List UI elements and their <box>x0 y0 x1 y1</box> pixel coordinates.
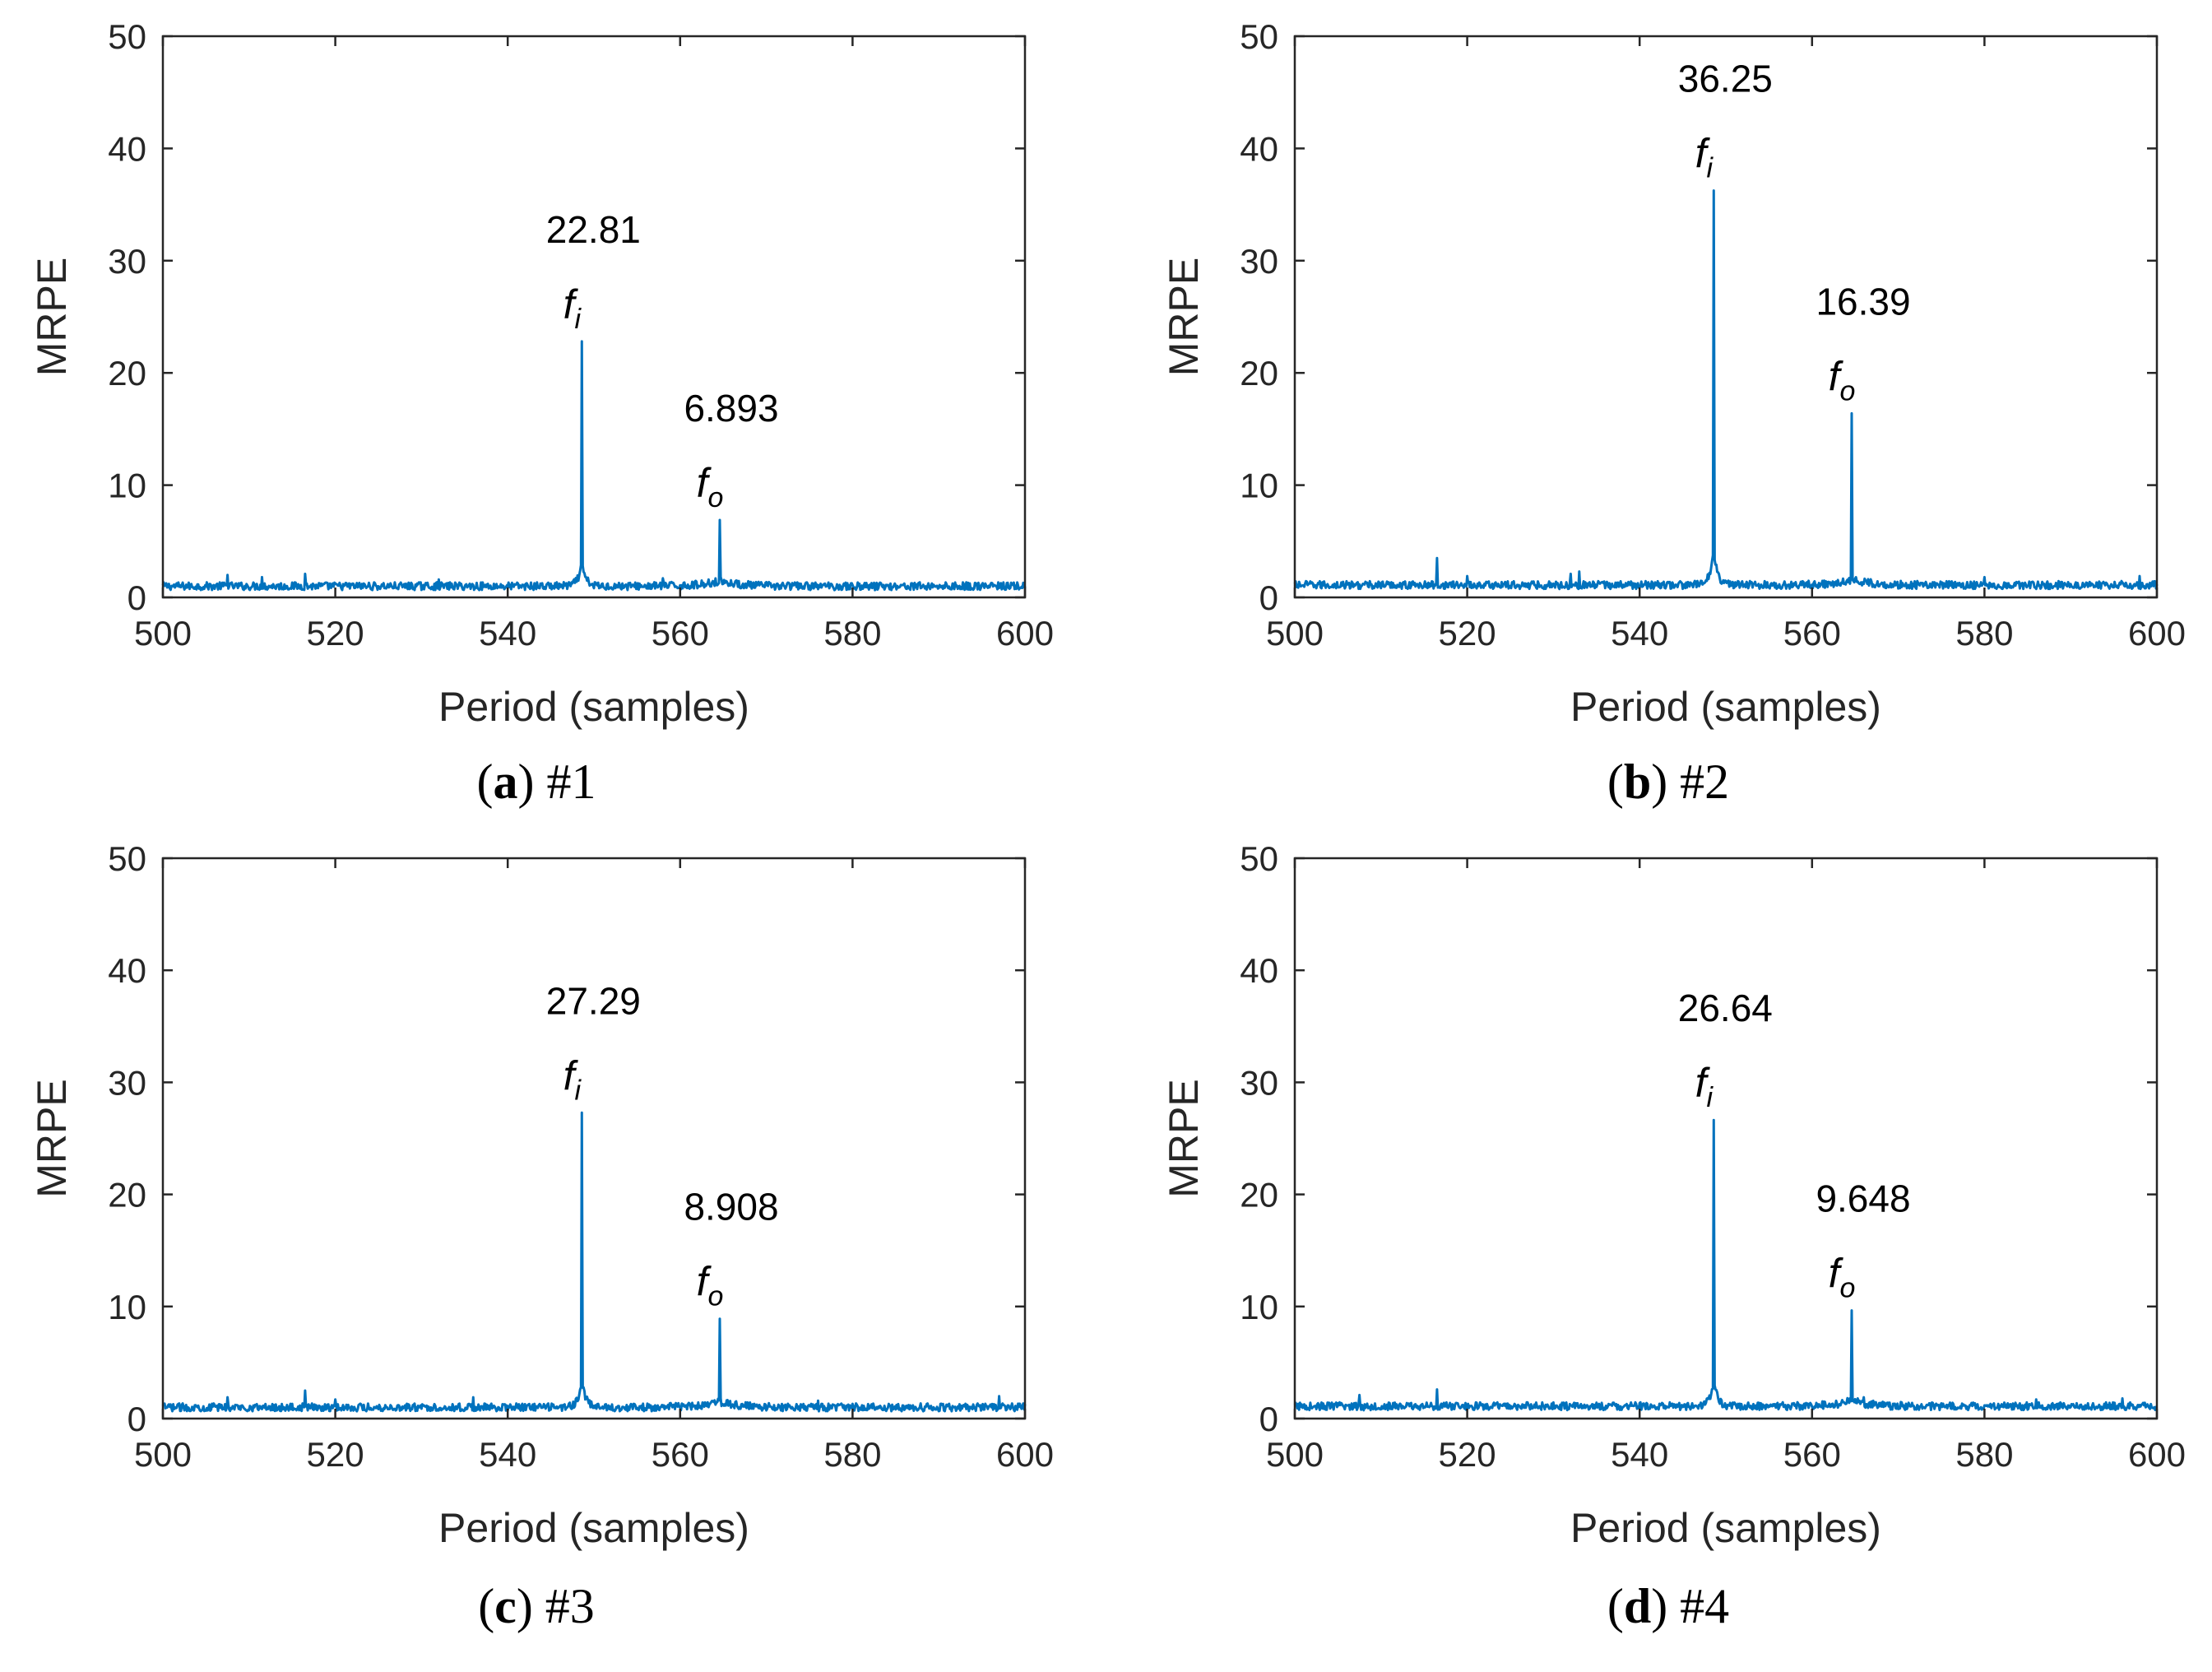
x-tick-label: 580 <box>823 614 881 653</box>
peak-symbol-fi: fi <box>1695 131 1714 184</box>
x-tick-label: 560 <box>1783 614 1841 653</box>
chart-panel-b: 500 520 540 560 580 600 0 10 20 30 40 50 Period (sam… <box>1161 17 2186 809</box>
y-tick-label: 50 <box>1240 839 1278 878</box>
peak-symbol-fo: fo <box>697 1259 724 1312</box>
peak-symbol-fi: fi <box>563 281 582 335</box>
x-tick-label: 600 <box>996 614 1054 653</box>
x-tick-label: 500 <box>134 614 192 653</box>
series-line-mrpe <box>161 1111 1027 1413</box>
y-tick-label: 20 <box>1240 1176 1278 1215</box>
chart-panel-a: 500 520 540 560 580 600 0 10 20 30 40 50 Period (sam… <box>29 17 1054 809</box>
axes-box <box>1293 35 2159 599</box>
peak-value-fi: 36.25 <box>1678 58 1773 100</box>
peak-symbol-fo: fo <box>1829 1251 1856 1304</box>
series-line-mrpe <box>1293 189 2159 591</box>
panel-caption: (a) #1 <box>477 755 596 809</box>
x-tick-label: 560 <box>652 614 709 653</box>
y-tick-label: 10 <box>1240 467 1278 505</box>
x-axis-label: Period (samples) <box>438 684 749 730</box>
peak-symbol-fo: fo <box>1829 353 1856 406</box>
x-tick-label: 600 <box>996 1435 1054 1474</box>
x-tick-label: 600 <box>2128 614 2186 653</box>
y-tick-label: 40 <box>1240 951 1278 990</box>
x-tick-label: 580 <box>823 1435 881 1474</box>
y-tick-label: 10 <box>108 1288 146 1326</box>
y-tick-label: 10 <box>108 467 146 505</box>
x-tick-label: 600 <box>2128 1435 2186 1474</box>
panel-caption: (b) #2 <box>1607 755 1729 809</box>
y-tick-label: 20 <box>108 1176 146 1215</box>
y-tick-label: 20 <box>108 354 146 392</box>
y-tick-label: 40 <box>108 129 146 168</box>
peak-value-fi: 26.64 <box>1678 987 1773 1029</box>
y-tick-label: 20 <box>1240 354 1278 392</box>
y-tick-label: 40 <box>1240 129 1278 168</box>
y-tick-label: 0 <box>1259 1400 1278 1438</box>
x-tick-label: 540 <box>479 614 536 653</box>
axes-box <box>161 35 1027 599</box>
x-tick-label: 520 <box>1439 1435 1496 1474</box>
peak-value-fo: 9.648 <box>1816 1177 1910 1220</box>
y-axis-label: MRPE <box>29 1079 75 1197</box>
axes-box <box>161 857 1027 1420</box>
y-tick-label: 30 <box>108 1063 146 1102</box>
peak-value-fo: 16.39 <box>1816 280 1910 323</box>
y-tick-label: 50 <box>1240 17 1278 56</box>
x-tick-label: 520 <box>307 1435 364 1474</box>
y-tick-label: 0 <box>128 578 146 617</box>
y-tick-label: 50 <box>108 17 146 56</box>
y-axis-label: MRPE <box>1161 258 1207 376</box>
x-tick-label: 560 <box>652 1435 709 1474</box>
y-tick-label: 30 <box>108 242 146 281</box>
panel-caption: (d) #4 <box>1607 1579 1729 1633</box>
peak-value-fi: 22.81 <box>546 208 641 251</box>
series-line-mrpe <box>161 340 1027 592</box>
panel-caption: (c) #3 <box>478 1579 595 1633</box>
chart-panel-c: 500 520 540 560 580 600 0 10 20 30 40 50 Period (sam… <box>29 839 1054 1633</box>
x-tick-label: 500 <box>1266 1435 1324 1474</box>
peak-symbol-fi: fi <box>1695 1060 1714 1113</box>
x-tick-label: 540 <box>479 1435 536 1474</box>
axes-box <box>1293 857 2159 1420</box>
y-tick-label: 50 <box>108 839 146 878</box>
y-tick-label: 0 <box>128 1400 146 1438</box>
x-tick-label: 500 <box>1266 614 1324 653</box>
y-axis-label: MRPE <box>29 258 75 376</box>
y-tick-label: 30 <box>1240 1063 1278 1102</box>
x-axis-label: Period (samples) <box>1570 684 1881 730</box>
x-tick-label: 560 <box>1783 1435 1841 1474</box>
x-tick-label: 500 <box>134 1435 192 1474</box>
x-axis-label: Period (samples) <box>1570 1505 1881 1551</box>
y-tick-label: 10 <box>1240 1288 1278 1326</box>
chart-panel-d: 500 520 540 560 580 600 0 10 20 30 40 50 Period (sam… <box>1161 839 2186 1633</box>
x-tick-label: 580 <box>1955 1435 2013 1474</box>
series-line-mrpe <box>1293 1118 2159 1412</box>
x-tick-label: 520 <box>307 614 364 653</box>
peak-value-fo: 8.908 <box>684 1186 778 1228</box>
x-axis-label: Period (samples) <box>438 1505 749 1551</box>
peak-value-fo: 6.893 <box>684 387 778 430</box>
y-tick-label: 0 <box>1259 578 1278 617</box>
x-tick-label: 520 <box>1439 614 1496 653</box>
y-axis-label: MRPE <box>1161 1079 1207 1197</box>
x-tick-label: 540 <box>1611 614 1668 653</box>
x-tick-label: 580 <box>1955 614 2013 653</box>
peak-symbol-fo: fo <box>697 460 724 513</box>
peak-symbol-fi: fi <box>563 1052 582 1106</box>
y-tick-label: 30 <box>1240 242 1278 281</box>
y-tick-label: 40 <box>108 951 146 990</box>
peak-value-fi: 27.29 <box>546 979 641 1022</box>
x-tick-label: 540 <box>1611 1435 1668 1474</box>
